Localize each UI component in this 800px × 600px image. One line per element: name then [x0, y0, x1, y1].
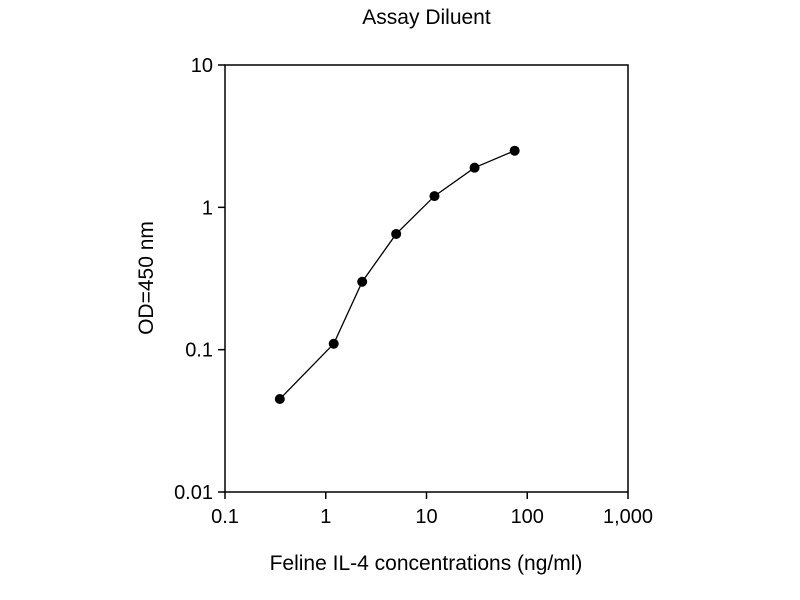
y-tick-label: 0.01 — [174, 482, 213, 504]
standard-curve-line — [279, 150, 515, 400]
data-point — [429, 191, 440, 202]
data-point — [357, 276, 368, 287]
y-tick-label: 0.1 — [185, 340, 213, 362]
x-axis-label: Feline IL-4 concentrations (ng/ml) — [269, 552, 583, 575]
x-tick-label: 10 — [415, 506, 437, 528]
x-tick-label: 100 — [511, 506, 544, 528]
x-tick-label: 1 — [320, 506, 331, 528]
data-point — [469, 162, 480, 173]
plot-frame — [224, 64, 629, 493]
data-point — [509, 145, 520, 156]
chart-title: Assay Diluent — [362, 6, 491, 29]
data-point — [328, 338, 339, 349]
y-tick-label: 10 — [191, 55, 213, 77]
y-tick-label: 1 — [202, 197, 213, 219]
data-point — [274, 394, 285, 405]
x-tick-label: 1,000 — [603, 506, 653, 528]
data-point — [391, 228, 402, 239]
x-tick-label: 0.1 — [211, 506, 239, 528]
